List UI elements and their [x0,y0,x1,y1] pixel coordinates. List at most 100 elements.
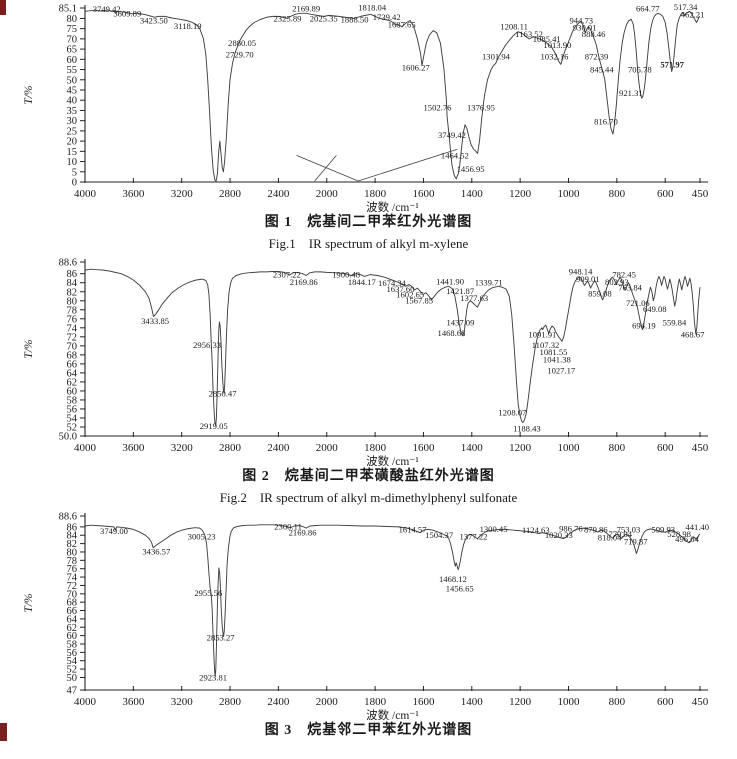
svg-text:600: 600 [657,188,674,200]
svg-text:3423.50: 3423.50 [140,16,168,26]
svg-text:62: 62 [67,377,78,388]
svg-text:1437.09: 1437.09 [446,318,474,328]
svg-text:1687.65: 1687.65 [388,20,416,30]
ir-spectrum-chart-1: 85.1807570656055504540353025201510504000… [23,2,709,212]
svg-text:3600: 3600 [122,442,145,454]
svg-text:1027.17: 1027.17 [547,365,576,375]
svg-text:1739.42: 1739.42 [373,12,401,22]
svg-text:1041.38: 1041.38 [543,355,571,365]
svg-text:1208.07: 1208.07 [498,408,527,418]
svg-text:753.03: 753.03 [617,525,641,535]
svg-text:1301.94: 1301.94 [482,51,511,61]
svg-text:60: 60 [67,55,78,66]
svg-text:3749.42: 3749.42 [438,130,466,140]
svg-text:1188.43: 1188.43 [513,423,541,433]
svg-text:62: 62 [67,623,78,634]
svg-text:2000: 2000 [316,696,339,708]
svg-text:3609.89: 3609.89 [113,9,141,19]
svg-text:54: 54 [67,413,78,424]
svg-text:1844.17: 1844.17 [348,277,377,287]
svg-text:4000: 4000 [74,696,97,708]
svg-text:T/%: T/% [23,85,35,104]
svg-text:930.01: 930.01 [573,23,597,33]
svg-text:1124.63: 1124.63 [522,525,550,535]
svg-text:T/%: T/% [23,339,35,358]
svg-text:1606.27: 1606.27 [402,63,431,73]
svg-text:50: 50 [67,673,78,684]
svg-text:909.01: 909.01 [576,274,600,284]
svg-text:1200: 1200 [509,188,532,200]
figure-1: 85.1 80 75 70 65 60 55 50 45 40 35 30 25 20 15 10 5 0 4000… [0,0,737,254]
svg-text:1421.87: 1421.87 [446,286,475,296]
svg-text:84: 84 [67,531,78,542]
svg-text:52: 52 [67,422,78,433]
svg-text:78: 78 [67,305,78,316]
svg-text:1208.11: 1208.11 [500,22,528,32]
svg-text:800: 800 [609,188,626,200]
svg-text:70: 70 [67,341,78,352]
svg-text:2880.05: 2880.05 [228,38,256,48]
svg-text:800: 800 [609,442,626,454]
page: { "page": { "background": "#ffffff", "sc… [0,0,737,741]
svg-text:1300.45: 1300.45 [480,524,508,534]
svg-text:1567.85: 1567.85 [405,295,433,305]
svg-text:2169.86: 2169.86 [289,528,318,538]
figure-2-caption: 图 2 烷基间二甲苯磺酸盐红外光谱图 Fig.2 IR spectrum of … [0,466,737,508]
ir-spectrum-chart-3: 88.6868482807876747270686664626058565452… [23,512,709,721]
figure-1-caption: 图 1 烷基间二甲苯红外光谱图 Fig.1 IR spectrum of alk… [0,212,737,254]
svg-text:845.44: 845.44 [590,65,614,75]
svg-text:2800: 2800 [219,696,242,708]
svg-text:1468.68: 1468.68 [438,328,466,338]
svg-text:58: 58 [67,639,78,650]
svg-text:5: 5 [72,167,77,178]
svg-text:4000: 4000 [74,188,97,200]
svg-text:47: 47 [67,686,78,697]
svg-text:664.77: 664.77 [636,3,660,13]
svg-text:60: 60 [67,386,78,397]
svg-text:1400: 1400 [461,188,484,200]
svg-text:58: 58 [67,395,78,406]
svg-text:450: 450 [692,188,709,200]
svg-text:50.0: 50.0 [59,432,77,443]
figure-2: 88.6 86 84 82 80 78 76 74 72 70 68 66 64 62 60 58 56 54 52… [0,254,737,508]
svg-text:1800: 1800 [364,696,387,708]
svg-text:1200: 1200 [509,696,532,708]
svg-text:80: 80 [67,547,78,558]
svg-text:54: 54 [67,656,78,667]
svg-text:441.40: 441.40 [685,522,709,532]
svg-text:55: 55 [67,65,78,76]
svg-text:76: 76 [67,564,78,575]
svg-text:56: 56 [67,404,78,415]
svg-text:1888.50: 1888.50 [341,15,369,25]
svg-text:3005.23: 3005.23 [188,531,216,541]
figure-3-caption: 图 3 烷基邻二甲苯红外光谱图 [0,720,737,741]
svg-text:1376.95: 1376.95 [467,102,495,112]
svg-text:86: 86 [67,269,78,280]
svg-text:3118.19: 3118.19 [174,21,202,31]
svg-text:1441.90: 1441.90 [436,277,464,287]
svg-text:1818.04: 1818.04 [358,3,387,13]
svg-text:66: 66 [67,606,78,617]
svg-text:70: 70 [67,589,78,600]
svg-text:450: 450 [692,696,709,708]
svg-text:65: 65 [67,45,78,56]
svg-text:1000: 1000 [557,188,580,200]
svg-text:1020.33: 1020.33 [545,530,573,540]
svg-text:986.76: 986.76 [559,523,583,533]
svg-text:75: 75 [67,24,78,35]
svg-text:948.14: 948.14 [569,267,593,277]
svg-text:705.78: 705.78 [628,65,652,75]
svg-text:559.84: 559.84 [663,318,687,328]
svg-text:68: 68 [67,598,78,609]
svg-text:1464.52: 1464.52 [441,150,469,160]
svg-text:80: 80 [67,296,78,307]
svg-text:2956.33: 2956.33 [193,340,221,350]
svg-text:1107.32: 1107.32 [532,340,560,350]
svg-text:52: 52 [67,665,78,676]
svg-text:859.08: 859.08 [588,288,612,298]
scan-artifact-bottom [0,723,7,741]
figure-1-title: 图 1 烷基间二甲苯红外光谱图 [264,215,473,230]
svg-text:600: 600 [657,696,674,708]
svg-text:2955.56: 2955.56 [194,588,223,598]
svg-text:波数 /cm⁻¹: 波数 /cm⁻¹ [366,454,419,466]
